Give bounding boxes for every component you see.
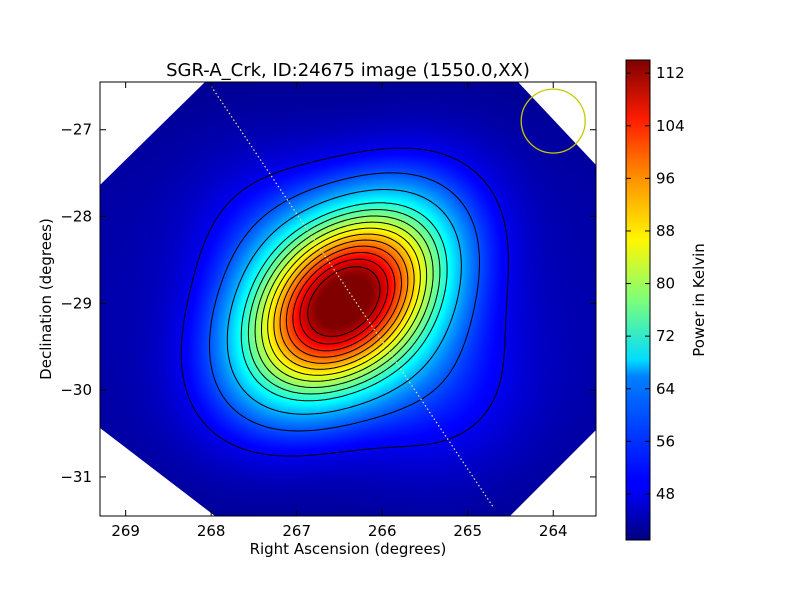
contour-level-0 [180,147,509,457]
y-tick-label: −29 [60,294,92,312]
x-axis: 269 268 267 266 265 264 [111,82,568,540]
x-axis-label: Right Ascension (degrees) [250,540,447,558]
x-tick-label: 267 [282,522,311,540]
x-tick-label: 268 [197,522,226,540]
y-axis: −27 −28 −29 −30 −31 [60,121,596,486]
contour-level-6 [261,221,428,382]
colorbar-tick-label: 80 [656,275,675,293]
y-tick-label: −27 [60,121,92,139]
y-tick-label: −30 [60,381,92,399]
beam-circle [520,88,586,154]
colorbar-tick-label: 112 [656,64,685,82]
colorbar-tick-label: 72 [656,327,675,345]
x-tick-label: 269 [111,522,140,540]
colorbar-tick-label: 88 [656,222,675,240]
x-tick-label: 266 [368,522,397,540]
contour-level-1 [209,172,480,432]
colorbar-tick-label: 64 [656,380,675,398]
colorbar-ticks: 48 56 64 72 80 88 96 104 112 [626,64,685,503]
contour-level-2 [226,189,462,415]
contour-level-10 [285,245,402,358]
colorbar-tick-label: 56 [656,432,675,450]
colorbar-label: Power in Kelvin [690,243,708,357]
y-axis-label: Declination (degrees) [37,218,55,380]
contour-lines [180,147,509,457]
x-tick-label: 264 [539,522,568,540]
y-tick-label: −28 [60,208,92,226]
plot-frame [99,81,597,517]
contour-level-3 [240,202,448,402]
colorbar-tick-label: 104 [656,117,685,135]
x-tick-label: 265 [453,522,482,540]
colorbar-gradient [625,59,651,541]
contour-level-5 [254,215,434,388]
contour-level-8 [273,233,415,370]
contour-level-9 [279,239,409,364]
dotted-line [210,85,494,508]
colorbar: 48 56 64 72 80 88 96 104 112 Power in Kelvin [625,59,708,541]
chart-title: SGR-A_Crk, ID:24675 image (1550.0,XX) [166,60,530,81]
colorbar-tick-label: 48 [656,485,675,503]
contour-level-4 [247,209,441,395]
contour-level-12 [299,258,389,345]
colorbar-tick-label: 96 [656,169,675,187]
contour-level-13 [307,266,381,337]
contour-level-11 [292,252,396,352]
contour-level-7 [267,227,421,376]
y-tick-label: −31 [60,468,92,486]
